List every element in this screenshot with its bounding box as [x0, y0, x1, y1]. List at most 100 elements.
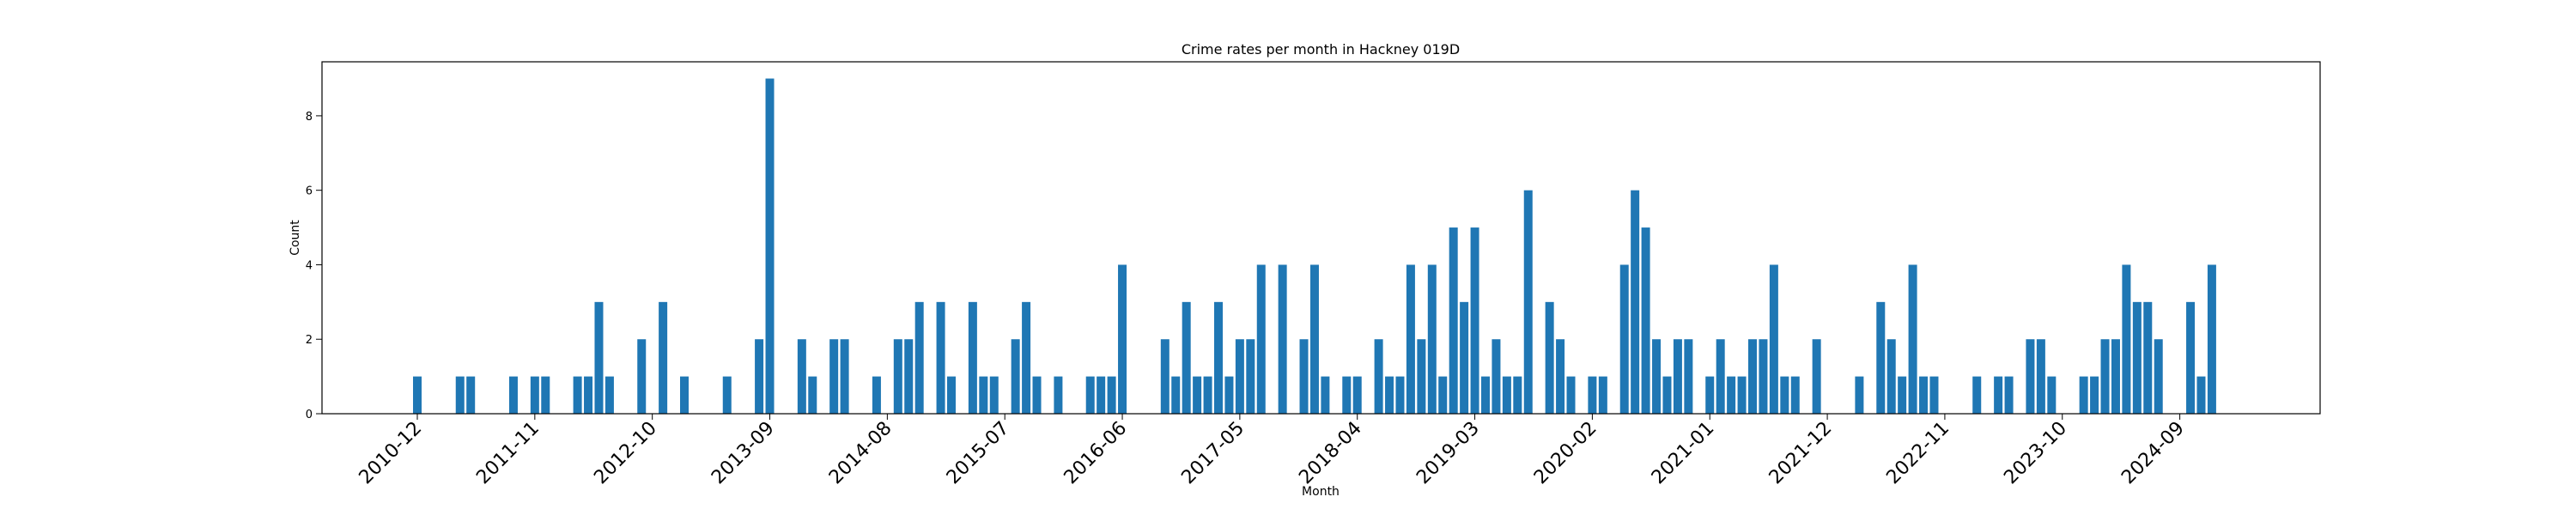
bar-2017-12: [1309, 264, 1319, 414]
bar-2014-07: [872, 376, 881, 414]
x-tick-label: 2021-01: [1648, 418, 1719, 489]
bar-2015-12: [1054, 376, 1063, 414]
bar-2016-06: [1118, 264, 1127, 414]
bar-2022-03: [1855, 376, 1864, 414]
bar-2017-01: [1193, 376, 1202, 414]
bar-2015-06: [989, 376, 999, 414]
bar-2018-04: [1352, 376, 1362, 414]
bar-2024-05: [2132, 301, 2142, 414]
bar-2023-02: [1972, 376, 1982, 414]
bar-2021-11: [1812, 339, 1821, 414]
bar-2017-09: [1278, 264, 1287, 414]
bar-2022-07: [1898, 376, 1907, 414]
bar-2018-06: [1374, 339, 1383, 414]
bar-2016-03: [1085, 376, 1095, 414]
bar-2019-11: [1556, 339, 1565, 414]
bar-2020-03: [1598, 376, 1607, 414]
bar-2023-07: [2026, 339, 2035, 414]
bar-2020-08: [1652, 339, 1662, 414]
bar-2017-05: [1235, 339, 1244, 414]
bar-2021-02: [1716, 339, 1725, 414]
y-tick-label: 2: [306, 334, 313, 347]
bar-2023-09: [2047, 376, 2057, 414]
bar-2019-03: [1470, 227, 1479, 414]
bar-2021-07: [1769, 264, 1778, 414]
bar-2017-03: [1214, 301, 1223, 414]
bar-2014-04: [840, 339, 849, 414]
bar-2021-01: [1705, 376, 1715, 414]
bar-2024-10: [2186, 301, 2196, 414]
bar-2022-09: [1919, 376, 1929, 414]
x-axis-label: Month: [1302, 485, 1340, 499]
x-tick-label: 2011-11: [472, 418, 544, 489]
bar-2012-11: [659, 301, 668, 414]
bar-2021-06: [1759, 339, 1768, 414]
bar-2019-07: [1513, 376, 1522, 414]
bar-2018-03: [1342, 376, 1352, 414]
bar-2021-08: [1780, 376, 1789, 414]
bar-2014-09: [893, 339, 902, 414]
bar-2017-07: [1256, 264, 1266, 414]
x-tick-label: 2015-07: [943, 418, 1014, 489]
bar-2016-11: [1171, 376, 1181, 414]
bar-2019-01: [1449, 227, 1458, 414]
bar-2013-08: [755, 339, 764, 414]
bar-2024-01: [2090, 376, 2099, 414]
bar-2020-02: [1588, 376, 1597, 414]
x-tick-label: 2023-10: [2000, 418, 2071, 489]
bar-2023-08: [2036, 339, 2045, 414]
bar-2011-09: [508, 376, 518, 414]
bar-2019-04: [1481, 376, 1490, 414]
y-tick-label: 6: [306, 185, 313, 198]
bar-2015-04: [968, 301, 977, 414]
x-tick-label: 2012-10: [590, 418, 661, 489]
bar-2020-11: [1684, 339, 1693, 414]
x-tick-label: 2010-12: [355, 418, 427, 489]
bar-2019-08: [1523, 190, 1533, 414]
x-axis: 2010-12 2011-11 2012-10 2013-09 2014-08 2015-…: [355, 414, 2189, 488]
bar-2022-08: [1908, 264, 1917, 414]
bar-2020-06: [1631, 190, 1640, 414]
y-tick-label: 8: [306, 111, 313, 124]
bar-2018-10: [1417, 339, 1426, 414]
x-tick-label: 2018-04: [1295, 418, 1366, 489]
bar-2020-07: [1641, 227, 1650, 414]
bar-2013-12: [797, 339, 806, 414]
x-tick-label: 2013-09: [708, 418, 779, 489]
bar-2016-10: [1160, 339, 1170, 414]
bar-2012-03: [573, 376, 582, 414]
y-axis: 0 2 4 6 8: [306, 111, 322, 421]
bar-2024-03: [2111, 339, 2120, 414]
bar-2024-07: [2154, 339, 2163, 414]
bar-2011-04: [455, 376, 465, 414]
bar-2015-08: [1011, 339, 1020, 414]
bar-2014-03: [829, 339, 839, 414]
x-tick-label: 2019-03: [1413, 418, 1484, 489]
bar-2018-11: [1427, 264, 1437, 414]
x-tick-label: 2021-12: [1765, 418, 1837, 489]
bar-2012-06: [605, 376, 614, 414]
bar-2015-05: [979, 376, 988, 414]
bar-2017-11: [1299, 339, 1309, 414]
bar-2012-09: [637, 339, 647, 414]
bar-2017-04: [1224, 376, 1234, 414]
bar-2012-05: [594, 301, 604, 414]
bar-2024-06: [2143, 301, 2153, 414]
bar-2019-06: [1502, 376, 1511, 414]
bar-2021-05: [1748, 339, 1757, 414]
bar-2022-05: [1876, 301, 1886, 414]
bar-2018-01: [1321, 376, 1330, 414]
bar-2022-10: [1929, 376, 1939, 414]
bar-2023-05: [2004, 376, 2014, 414]
bar-2011-05: [466, 376, 476, 414]
y-tick-label: 4: [306, 259, 313, 272]
bar-2022-06: [1886, 339, 1896, 414]
bars-group: [413, 78, 2216, 415]
bar-2010-12: [413, 376, 422, 414]
bar-2011-11: [530, 376, 539, 414]
bar-2018-08: [1395, 376, 1405, 414]
x-tick-label: 2020-02: [1530, 418, 1601, 489]
bar-2020-10: [1673, 339, 1682, 414]
